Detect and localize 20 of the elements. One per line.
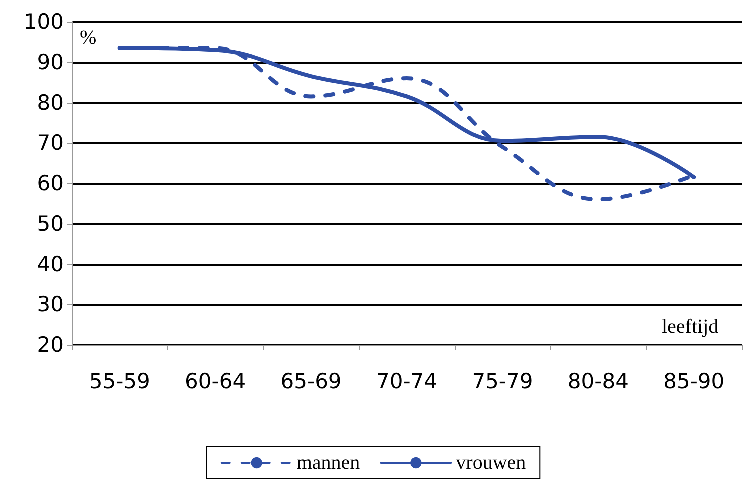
y-tick-label: 50 (37, 212, 64, 236)
y-tick-label: 40 (37, 252, 64, 276)
x-tick-label: 65-69 (280, 370, 342, 394)
y-tick-label: 100 (24, 10, 64, 34)
legend-label: mannen (296, 452, 360, 474)
y-tick-label: 80 (37, 90, 64, 115)
x-tick-label: 80-84 (568, 370, 629, 394)
y-axis-title: % (80, 27, 97, 49)
legend-label: vrouwen (456, 452, 526, 474)
x-tick-label: 60-64 (185, 370, 246, 394)
x-tick-label: 70-74 (376, 370, 438, 394)
y-tick-label: 20 (37, 333, 64, 357)
x-tick-label: 75-79 (472, 370, 534, 394)
y-tick-label: 30 (37, 292, 64, 317)
x-tick-label: 55-59 (89, 370, 150, 394)
y-tick-label: 90 (37, 50, 64, 74)
y-tick-label: 70 (37, 131, 64, 156)
x-tick-label: 85-90 (664, 370, 725, 394)
y-tick-label: 60 (37, 172, 64, 196)
x-axis-title: leeftijd (662, 316, 719, 338)
